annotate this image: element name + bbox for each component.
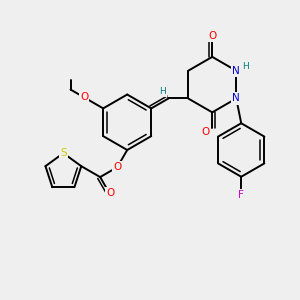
Text: N: N — [232, 66, 240, 76]
Text: O: O — [106, 188, 114, 198]
Text: F: F — [238, 190, 244, 200]
Text: H: H — [242, 62, 249, 71]
Text: O: O — [208, 31, 216, 41]
Text: H: H — [159, 87, 166, 96]
Text: O: O — [80, 92, 88, 103]
Text: O: O — [113, 162, 122, 172]
Text: S: S — [60, 148, 67, 158]
Text: O: O — [201, 127, 209, 137]
Text: N: N — [232, 94, 240, 103]
